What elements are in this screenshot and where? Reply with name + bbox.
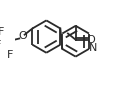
Text: O: O xyxy=(86,35,95,45)
Text: O: O xyxy=(18,31,26,41)
Text: F: F xyxy=(0,40,2,50)
Text: F: F xyxy=(7,50,13,60)
Text: F: F xyxy=(0,27,4,37)
Text: N: N xyxy=(88,43,96,53)
